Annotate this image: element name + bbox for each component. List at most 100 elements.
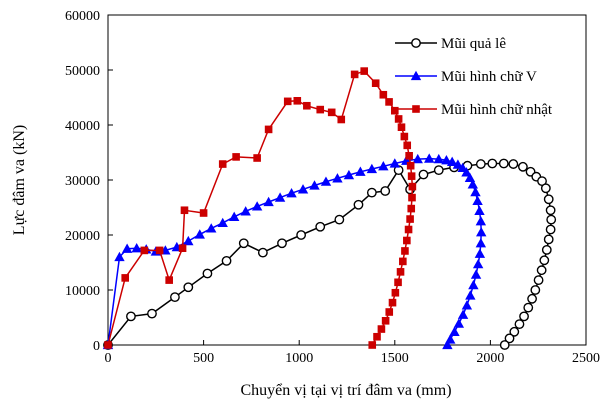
x-tick-label: 2000 — [476, 351, 504, 366]
data-point — [316, 105, 325, 114]
data-point — [253, 154, 261, 162]
data-point — [379, 90, 388, 99]
data-point — [403, 141, 412, 150]
y-tick-label: 60000 — [65, 9, 100, 24]
data-point — [274, 192, 286, 202]
data-point — [263, 196, 274, 207]
x-tick-label: 1000 — [285, 351, 313, 366]
data-point — [394, 278, 402, 287]
plot-area — [102, 67, 557, 350]
data-point — [474, 248, 486, 258]
data-point — [277, 238, 287, 249]
data-point — [406, 161, 415, 170]
data-point — [121, 274, 130, 282]
data-point — [368, 341, 377, 349]
data-point — [355, 166, 366, 176]
data-point — [418, 169, 429, 180]
legend: Mũi quả lê Mũi hình chữ V Mũi hình chữ nhậ… — [395, 36, 553, 118]
data-point — [385, 98, 393, 106]
data-point — [468, 279, 479, 290]
series-1 — [103, 158, 557, 350]
series-line — [107, 162, 552, 346]
data-point — [546, 214, 557, 225]
data-point — [476, 227, 487, 237]
data-point — [394, 115, 403, 123]
data-point — [296, 230, 307, 240]
data-point — [475, 216, 487, 226]
data-point — [400, 132, 409, 141]
data-point — [519, 311, 529, 322]
data-point — [114, 251, 125, 262]
data-point — [350, 70, 359, 79]
data-point — [232, 153, 240, 161]
data-point — [433, 165, 444, 176]
data-point — [140, 246, 149, 255]
data-point — [178, 244, 187, 252]
data-point — [461, 300, 473, 310]
data-point — [126, 311, 136, 322]
data-point — [251, 201, 263, 211]
data-point — [407, 204, 416, 213]
legend-item: Mũi quả lê — [395, 36, 506, 52]
data-point — [170, 292, 180, 303]
data-point — [539, 255, 550, 266]
data-point — [408, 182, 417, 191]
data-point — [407, 172, 416, 180]
data-point — [433, 153, 444, 164]
data-point — [327, 108, 336, 117]
data-point — [283, 97, 292, 106]
data-point — [104, 341, 112, 349]
data-point — [238, 238, 249, 249]
data-point — [545, 205, 556, 216]
y-tick-label: 10000 — [65, 284, 100, 299]
x-tick-label: 1500 — [381, 351, 409, 366]
data-point — [452, 159, 464, 169]
data-point — [412, 153, 423, 164]
data-point — [303, 101, 311, 110]
data-point — [332, 173, 343, 183]
data-point — [527, 293, 537, 304]
data-point — [533, 275, 544, 285]
data-point — [378, 161, 389, 171]
data-point — [391, 288, 400, 297]
data-point — [543, 234, 554, 245]
data-point — [464, 172, 476, 182]
legend-marker — [410, 70, 422, 81]
data-point — [343, 169, 355, 180]
data-point — [403, 236, 411, 245]
data-point — [257, 247, 268, 258]
data-point — [530, 285, 541, 295]
y-tick-label: 50000 — [65, 64, 100, 79]
data-point — [206, 223, 217, 233]
y-axis-title: Lực đâm va (kN) — [11, 125, 28, 235]
data-point — [399, 257, 407, 266]
data-point — [320, 176, 332, 186]
data-point — [373, 332, 381, 341]
data-point — [366, 187, 377, 198]
data-point — [217, 217, 228, 228]
data-point — [293, 97, 302, 105]
data-point — [391, 106, 399, 115]
data-point — [487, 158, 498, 169]
data-point — [498, 158, 509, 169]
data-point — [536, 265, 547, 276]
data-point — [286, 188, 297, 198]
data-point — [504, 333, 515, 344]
legend-item: Mũi hình chữ nhật — [395, 102, 553, 118]
data-point — [474, 205, 485, 215]
data-point — [315, 221, 326, 232]
data-point — [194, 229, 205, 239]
data-point — [381, 317, 390, 325]
data-point — [147, 308, 157, 319]
data-point — [401, 247, 409, 255]
data-point — [499, 340, 510, 350]
data-point — [155, 246, 164, 255]
data-point — [380, 186, 391, 196]
data-point — [475, 159, 486, 169]
x-axis-title: Chuyển vị tại vị trí đâm va (mm) — [240, 382, 451, 399]
y-tick-label: 40000 — [65, 119, 100, 134]
data-point — [334, 214, 345, 225]
data-point — [509, 326, 520, 337]
series-3 — [104, 67, 417, 349]
data-point — [121, 243, 133, 253]
